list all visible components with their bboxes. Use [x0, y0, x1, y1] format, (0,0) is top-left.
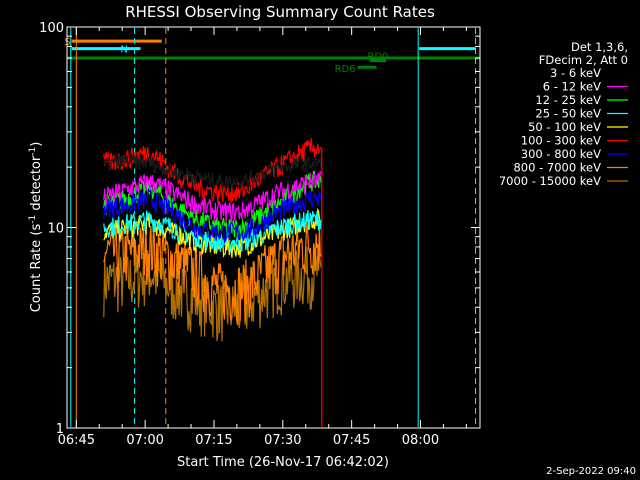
- y-axis-label: Count Rate (s-1 detector-1): [28, 142, 44, 313]
- x-tick-label-5: 08:00: [402, 433, 439, 448]
- y-label-mid: detector: [29, 155, 44, 215]
- flag-bars: SNRD0RD6: [64, 37, 480, 75]
- axis-ticks: 06:45 07:00 07:15 07:30 07:45 08:00 100 10 1: [39, 21, 480, 448]
- legend-label-2: 12 - 25 keV: [535, 93, 601, 107]
- series-line-6: [103, 187, 322, 245]
- x-axis-label: Start Time (26-Nov-17 06:42:02): [177, 455, 389, 470]
- series-line-3-6kev-overlay: [103, 152, 322, 189]
- flag-label-1: N: [120, 45, 127, 56]
- series-line-3: [103, 210, 322, 253]
- time-markers: [70, 28, 477, 427]
- legend-label-3: 25 - 50 keV: [535, 107, 601, 121]
- x-tick-label-4: 07:45: [333, 433, 370, 448]
- legend-label-6: 300 - 800 keV: [521, 147, 601, 161]
- y-label-end: ): [29, 142, 44, 147]
- chart-title: RHESSI Observing Summary Count Rates: [125, 3, 435, 21]
- legend-label-7: 800 - 7000 keV: [513, 161, 601, 175]
- series-line-1: [103, 169, 322, 223]
- y-tick-label-2: 1: [56, 422, 64, 437]
- y-label-main: Count Rate (s: [29, 224, 44, 313]
- x-tick-label-1: 07:00: [126, 433, 163, 448]
- series-line-5: [103, 137, 322, 204]
- y-tick-label-0: 100: [39, 21, 64, 36]
- x-tick-label-2: 07:15: [195, 433, 232, 448]
- legend-header-0: Det 1,3,6,: [571, 40, 628, 54]
- legend-label-0: 3 - 6 keV: [550, 66, 601, 80]
- legend-label-8: 7000 - 15000 keV: [499, 174, 601, 188]
- x-tick-label-3: 07:30: [264, 433, 301, 448]
- legend-label-4: 50 - 100 keV: [528, 120, 601, 134]
- footer-date: 2-Sep-2022 09:40: [546, 466, 636, 477]
- series-group: [103, 137, 323, 427]
- series-line-8: [103, 246, 322, 342]
- x-tick-label-0: 06:45: [58, 433, 95, 448]
- y-label-sup-1: -1: [28, 215, 38, 224]
- legend-label-1: 6 - 12 keV: [543, 80, 601, 94]
- legend-header-1: FDecim 2, Att 0: [539, 53, 628, 67]
- legend-label-5: 100 - 300 keV: [521, 134, 601, 148]
- series-line-7: [103, 222, 322, 326]
- flag-label-4: RD6: [335, 64, 356, 75]
- y-label-sup-2: -1: [28, 147, 38, 156]
- flag-label-0: S: [64, 37, 70, 48]
- y-tick-label-1: 10: [47, 222, 64, 237]
